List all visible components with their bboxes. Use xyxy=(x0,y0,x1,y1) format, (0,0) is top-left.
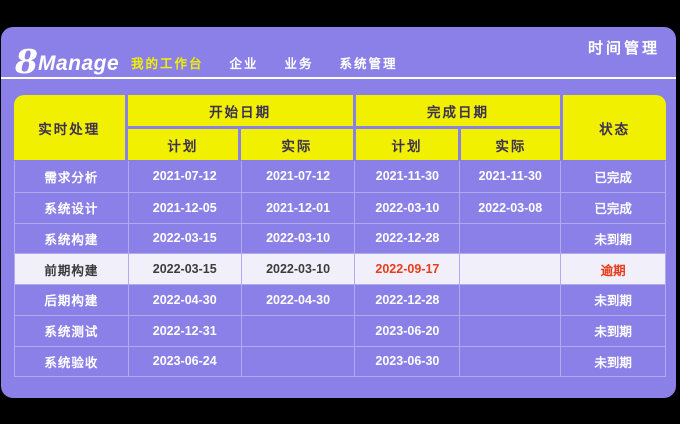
status-cell: 逾期 xyxy=(560,254,665,284)
main-nav: 我的工作台 企业 业务 系统管理 xyxy=(131,53,398,72)
table-row[interactable]: 系统构建 2022-03-15 2022-03-10 2022-12-28 未到期 xyxy=(15,222,665,254)
task-cell: 系统测试 xyxy=(44,325,99,340)
table-row[interactable]: 需求分析 2021-07-12 2021-07-12 2021-11-30 2021-1… xyxy=(15,161,665,192)
logo-8: 8 xyxy=(15,42,38,81)
finish-plan-cell: 2022-12-28 xyxy=(354,223,459,254)
logo-8manage: 8Manage xyxy=(15,45,119,78)
start-plan-cell: 2022-03-15 xyxy=(127,223,241,254)
status-cell: 已完成 xyxy=(560,161,665,192)
task-cell: 后期构建 xyxy=(44,294,99,309)
table-body: 需求分析 2021-07-12 2021-07-12 2021-11-30 2021-1… xyxy=(14,161,666,378)
table-row[interactable]: 前期构建 2022-03-15 2022-03-10 2022-09-17 逾期 xyxy=(15,253,665,284)
nav-item-3[interactable]: 系统管理 xyxy=(339,57,398,71)
start-actual-cell: 2021-12-01 xyxy=(240,192,355,223)
nav-item-2[interactable]: 业务 xyxy=(284,57,314,71)
schedule-table: 实时处理 开始日期 完成日期 状态 计划 实际 计划 实际 需求分析 2021-0… xyxy=(14,95,666,378)
start-plan-cell: 2022-12-31 xyxy=(127,315,241,346)
finish-actual-cell xyxy=(459,223,560,254)
finish-plan-cell: 2023-06-20 xyxy=(354,315,459,346)
table-row[interactable]: 系统设计 2021-12-05 2021-12-01 2022-03-10 2022-0… xyxy=(15,191,665,223)
topbar-divider xyxy=(1,77,676,79)
finish-plan-cell: 2023-06-30 xyxy=(354,346,459,377)
finish-actual-cell xyxy=(459,254,560,284)
status-cell: 未到期 xyxy=(560,346,665,377)
finish-actual-cell xyxy=(459,285,560,315)
task-cell: 需求分析 xyxy=(44,170,99,185)
start-actual-cell xyxy=(240,346,355,377)
nav-item-1[interactable]: 企业 xyxy=(229,57,259,71)
start-plan-cell: 2021-07-12 xyxy=(127,161,241,192)
start-actual-cell xyxy=(240,315,355,346)
header-finish-actual: 实际 xyxy=(461,129,561,160)
start-plan-cell: 2021-12-05 xyxy=(127,192,241,223)
header-start-group: 开始日期 xyxy=(127,95,353,126)
start-actual-cell: 2021-07-12 xyxy=(240,161,355,192)
page-title: 时间管理 xyxy=(587,40,660,57)
header-finish-group: 完成日期 xyxy=(355,95,561,126)
finish-plan-cell: 2022-12-28 xyxy=(354,285,459,315)
header-task: 实时处理 xyxy=(14,95,125,160)
status-cell: 已完成 xyxy=(560,192,665,223)
table-row[interactable]: 后期构建 2022-04-30 2022-04-30 2022-12-28 未到期 xyxy=(15,284,665,315)
table-row[interactable]: 系统测试 2022-12-31 2023-06-20 未到期 xyxy=(15,314,665,346)
header-finish-plan: 计划 xyxy=(355,129,459,160)
nav-item-0[interactable]: 我的工作台 xyxy=(131,57,204,71)
top-bar: 8Manage 我的工作台 企业 业务 系统管理 时间管理 xyxy=(1,27,676,79)
finish-actual-cell xyxy=(459,315,560,346)
finish-plan-cell: 2021-11-30 xyxy=(354,161,459,192)
finish-plan-cell: 2022-09-17 xyxy=(354,254,459,284)
header-status: 状态 xyxy=(563,95,666,160)
header-start-actual: 实际 xyxy=(241,129,353,160)
finish-plan-cell: 2022-03-10 xyxy=(354,192,459,223)
finish-actual-cell: 2021-11-30 xyxy=(459,161,560,192)
finish-actual-cell: 2022-03-08 xyxy=(459,192,560,223)
start-plan-cell: 2022-04-30 xyxy=(127,285,241,315)
status-cell: 未到期 xyxy=(560,223,665,254)
task-cell: 前期构建 xyxy=(44,263,99,278)
header-start-plan: 计划 xyxy=(127,129,239,160)
start-actual-cell: 2022-03-10 xyxy=(240,254,355,284)
task-cell: 系统设计 xyxy=(44,202,99,217)
start-plan-cell: 2022-03-15 xyxy=(127,254,241,284)
status-cell: 未到期 xyxy=(560,315,665,346)
start-actual-cell: 2022-03-10 xyxy=(240,223,355,254)
start-actual-cell: 2022-04-30 xyxy=(240,285,355,315)
app-window: 8Manage 我的工作台 企业 业务 系统管理 时间管理 实时处理 开始日期 完成日… xyxy=(1,27,676,398)
task-cell: 系统构建 xyxy=(44,232,99,247)
task-cell: 系统验收 xyxy=(44,355,99,370)
table-row[interactable]: 系统验收 2023-06-24 2023-06-30 未到期 xyxy=(15,345,665,377)
logo-text: Manage xyxy=(37,52,120,75)
start-plan-cell: 2023-06-24 xyxy=(127,346,241,377)
table-header: 实时处理 开始日期 完成日期 状态 计划 实际 计划 实际 xyxy=(14,95,666,160)
finish-actual-cell xyxy=(459,346,560,377)
status-cell: 未到期 xyxy=(560,285,665,315)
